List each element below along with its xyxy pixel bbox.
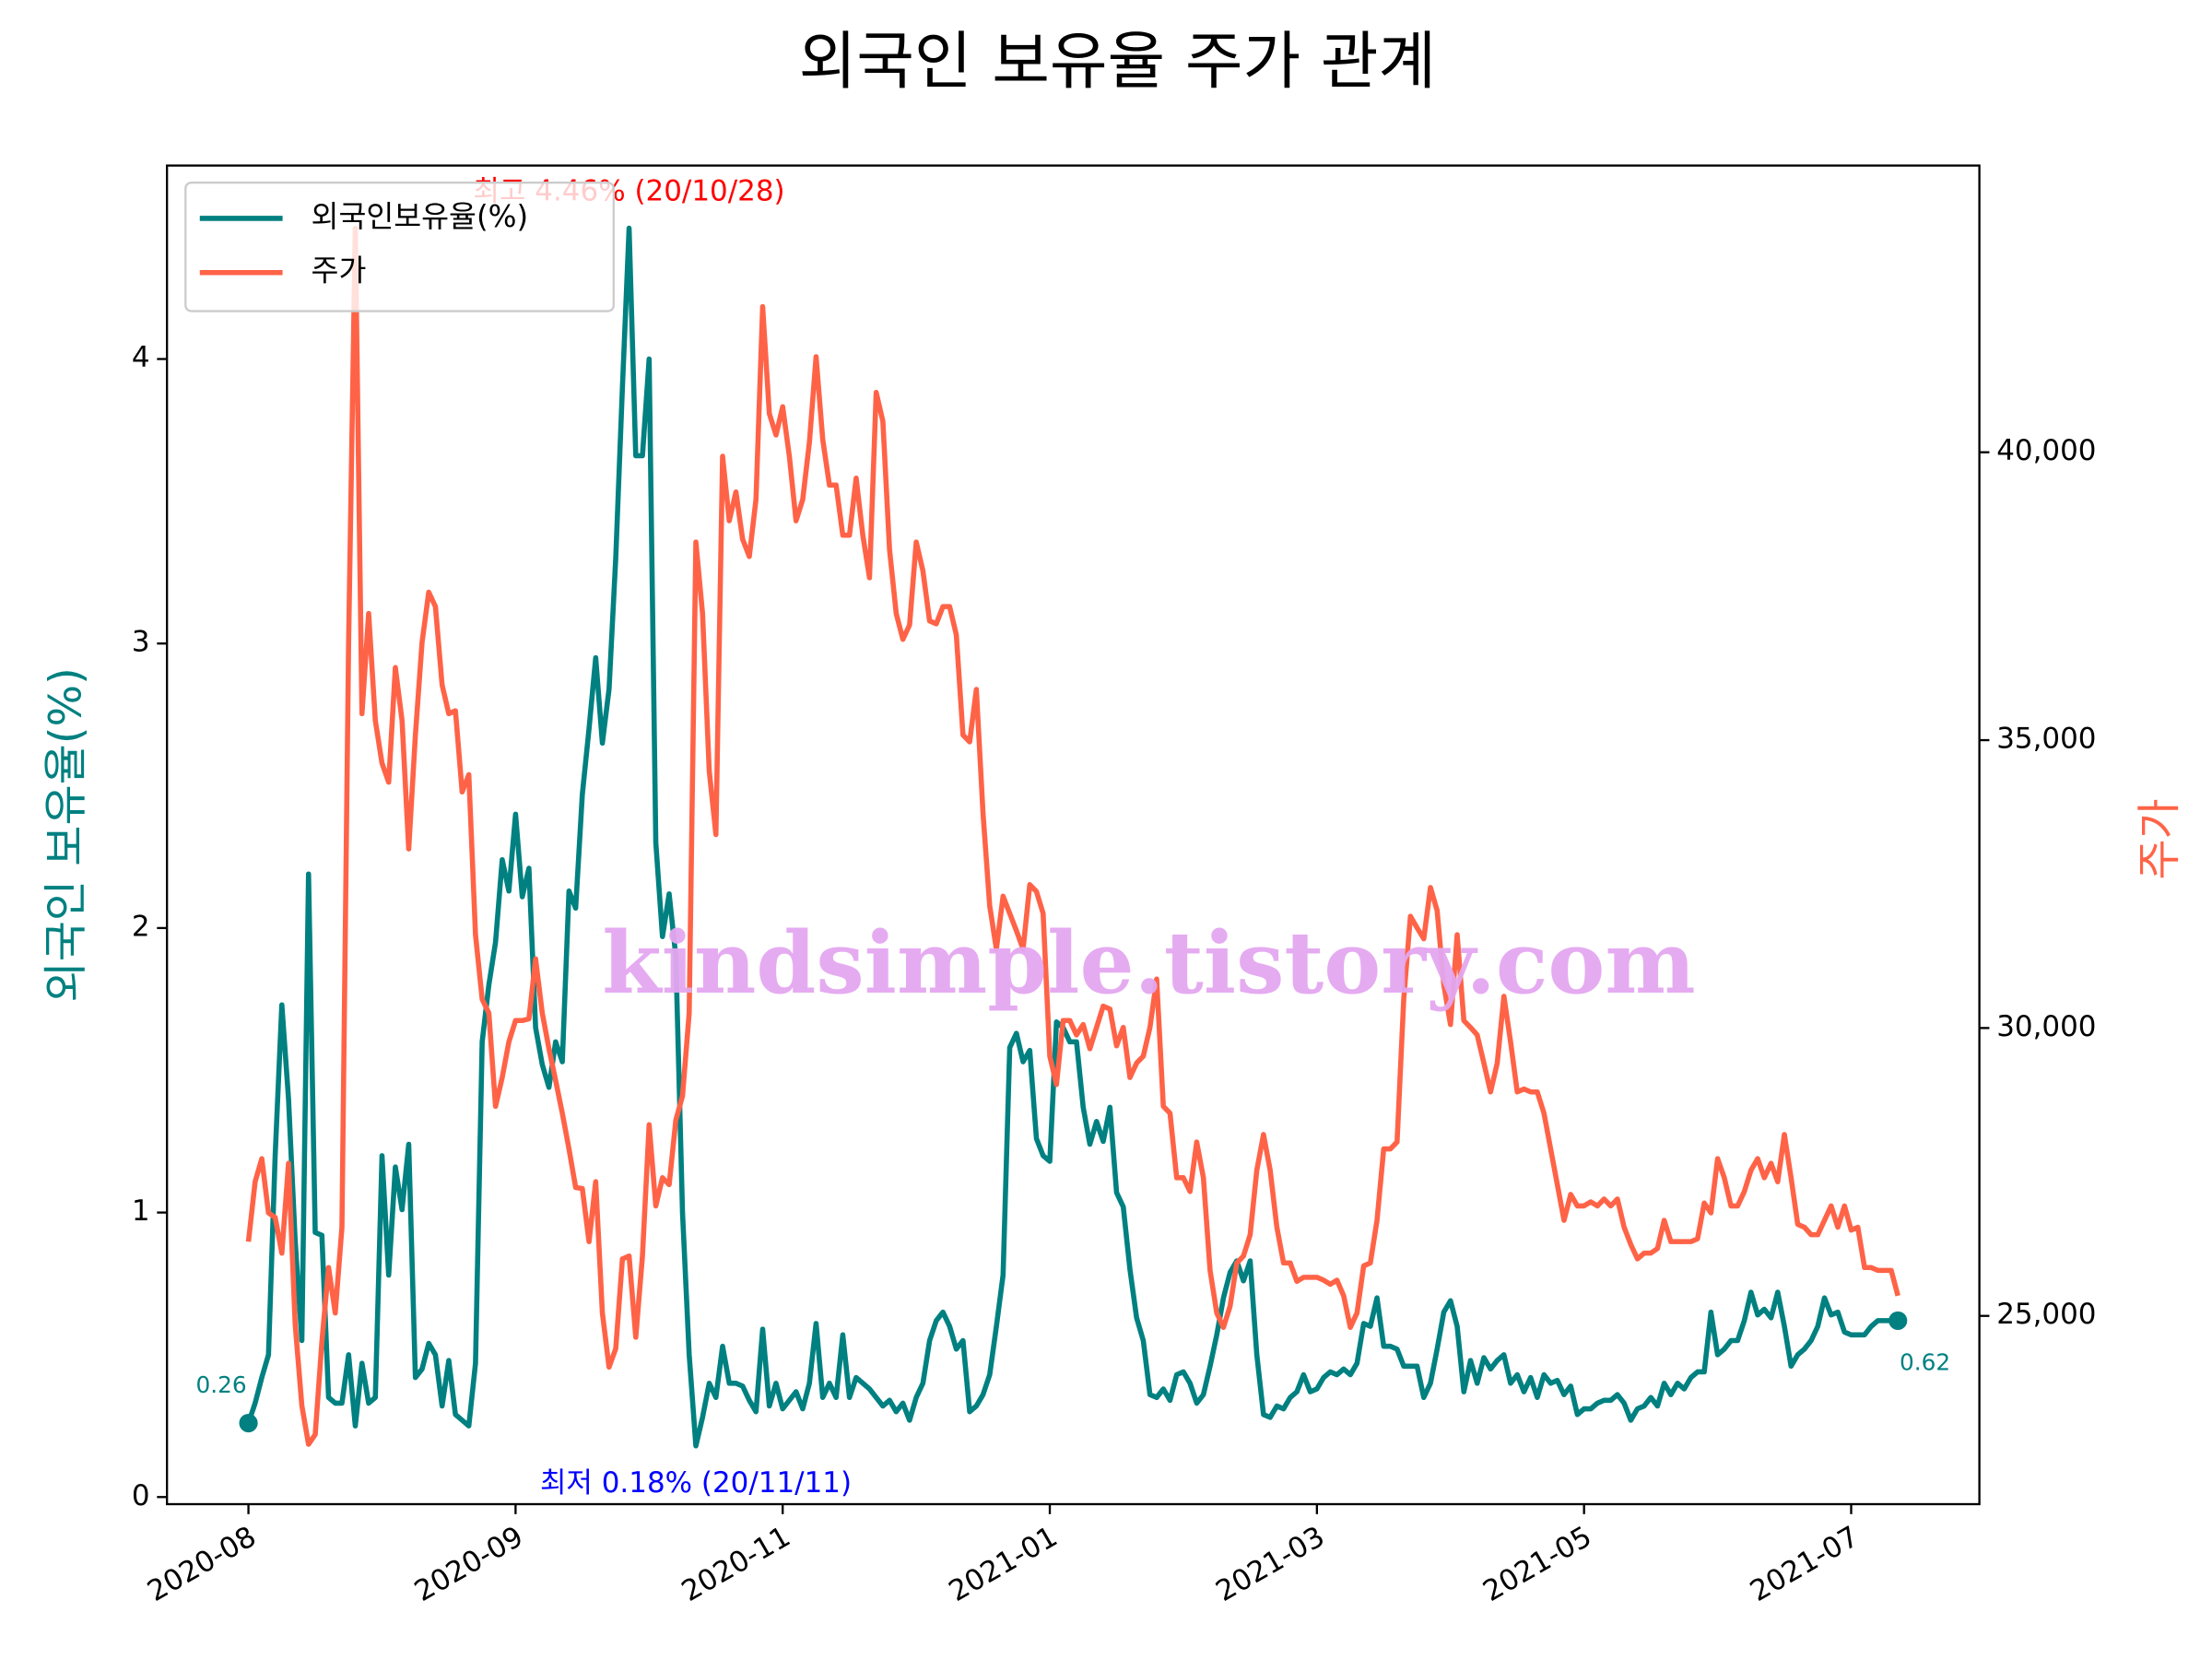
y-tick-label: 0 [132, 1479, 150, 1512]
end-marker [239, 1413, 258, 1433]
series-line [245, 225, 1899, 1449]
legend-box [184, 182, 615, 312]
y-tick-label: 2 [132, 910, 150, 943]
y-tick-label: 3 [132, 626, 150, 659]
y2-tick-label: 30,000 [1996, 1010, 2096, 1043]
legend-label: 외국인보유율(%) [312, 199, 529, 234]
watermark: kindsimple.tistory.com [602, 912, 1695, 1013]
y-tick-label: 1 [132, 1194, 150, 1228]
end-label: 0.26 [196, 1371, 247, 1398]
y-tick-label: 4 [132, 341, 150, 374]
y2-tick-label: 35,000 [1996, 723, 2096, 756]
end-marker [1888, 1311, 1908, 1330]
chart-title: 외국인 보유율 주가 관계 [799, 26, 1437, 99]
y-axis-label: 외국인 보유율(%) [40, 667, 91, 1002]
end-label: 0.62 [1900, 1348, 1950, 1375]
y2-tick-label: 25,000 [1996, 1298, 2096, 1331]
legend-label: 주가 [312, 253, 367, 288]
y2-axis-label: 주가 [2134, 798, 2185, 879]
annotation: 최저 0.18% (20/11/11) [540, 1466, 852, 1500]
series-line [245, 225, 1900, 1447]
legend: 외국인보유율(%) 주가 [184, 182, 615, 312]
y2-tick-label: 40,000 [1996, 434, 2096, 467]
plot-frame [165, 164, 1981, 1506]
